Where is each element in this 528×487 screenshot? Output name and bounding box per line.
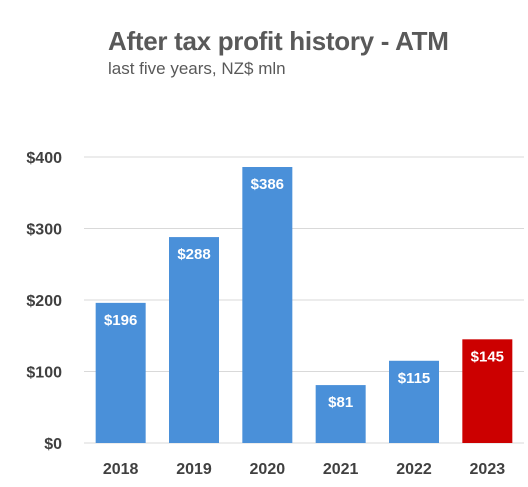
data-label: $145 xyxy=(471,348,504,365)
y-tick-label: $200 xyxy=(26,293,62,310)
x-tick-label: 2019 xyxy=(176,461,212,478)
y-tick-label: $100 xyxy=(26,365,62,382)
data-label: $196 xyxy=(104,312,137,329)
bar xyxy=(462,339,513,443)
bar xyxy=(315,385,366,443)
y-tick-label: $300 xyxy=(26,222,62,239)
y-tick-label: $0 xyxy=(44,436,62,453)
bar xyxy=(169,237,219,443)
bar xyxy=(389,360,439,443)
data-label: $288 xyxy=(177,246,210,263)
bar xyxy=(242,167,293,443)
x-tick-label: 2022 xyxy=(396,461,432,478)
chart-subtitle: last five years, NZ$ mln xyxy=(108,59,286,78)
x-tick-label: 2023 xyxy=(470,461,506,478)
bar xyxy=(95,302,146,443)
y-tick-label: $400 xyxy=(26,150,62,167)
data-label: $115 xyxy=(398,370,431,387)
x-tick-label: 2020 xyxy=(250,461,286,478)
data-label: $81 xyxy=(328,394,353,411)
data-label: $386 xyxy=(251,176,284,193)
x-tick-label: 2018 xyxy=(103,461,139,478)
chart-title: After tax profit history - ATM xyxy=(108,26,449,56)
x-tick-label: 2021 xyxy=(323,461,359,478)
